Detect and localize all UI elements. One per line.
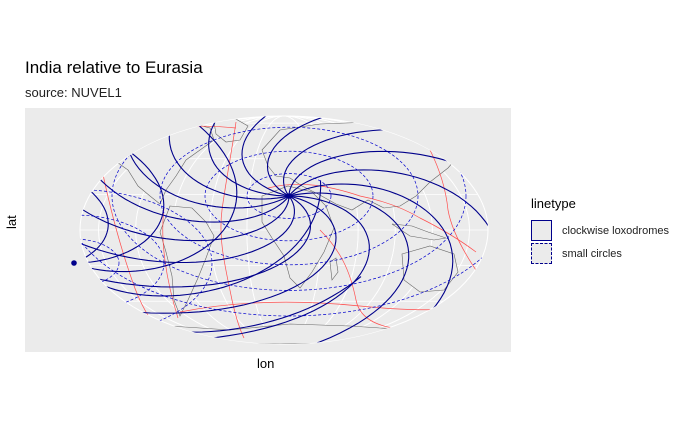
small-circle: [159, 126, 419, 266]
small-circle: [111, 116, 467, 291]
pole-loxodrome: [288, 150, 488, 300]
pole-loxodrome: [103, 195, 370, 342]
plate-boundary-alpine-himalaya: [267, 183, 477, 253]
pole-loxodrome: [288, 169, 488, 344]
grid-meridian: [135, 116, 433, 344]
chart-subtitle: source: NUVEL1: [25, 85, 122, 100]
australia: [401, 245, 459, 293]
small-circle: [80, 189, 213, 337]
pole-of-rotation-point: [286, 193, 292, 199]
pole-loxodrome: [241, 116, 488, 197]
small-circle: [80, 116, 488, 317]
pole-loxodrome: [266, 116, 488, 197]
legend-key-dashed: [531, 243, 552, 264]
legend-label-loxodromes: clockwise loxodromes: [562, 224, 669, 237]
madagascar: [329, 257, 339, 281]
pole-loxodrome: [80, 195, 312, 288]
pole-loxodrome: [80, 116, 290, 242]
pole-loxodrome: [80, 116, 290, 223]
indonesia: [391, 223, 447, 241]
legend: linetype clockwise loxodromes small circ…: [531, 196, 669, 265]
plate-boundary-andes: [162, 207, 179, 319]
x-axis-label: lon: [257, 356, 275, 371]
legend-title: linetype: [531, 196, 576, 211]
chart-title: India relative to Eurasia: [25, 58, 203, 77]
antipole-point: [71, 260, 77, 266]
small-circle: [246, 173, 332, 219]
legend-label-small-circles: small circles: [562, 247, 622, 260]
legend-item-small-circles: small circles: [531, 242, 669, 265]
pole-loxodrome: [124, 116, 290, 209]
small-circle: [80, 214, 165, 312]
pole-loxodrome: [215, 192, 410, 344]
small-circle: [204, 150, 374, 242]
legend-key-solid: [531, 220, 552, 241]
plate-boundary-west-pacific: [429, 149, 481, 277]
plate-boundary-indian-ridge: [319, 229, 421, 331]
legend-item-loxodromes: clockwise loxodromes: [531, 219, 669, 242]
grid-meridian: [98, 116, 470, 344]
small-circle: [80, 238, 120, 288]
antipole-loxodrome: [80, 116, 238, 273]
pole-loxodrome: [80, 154, 295, 264]
